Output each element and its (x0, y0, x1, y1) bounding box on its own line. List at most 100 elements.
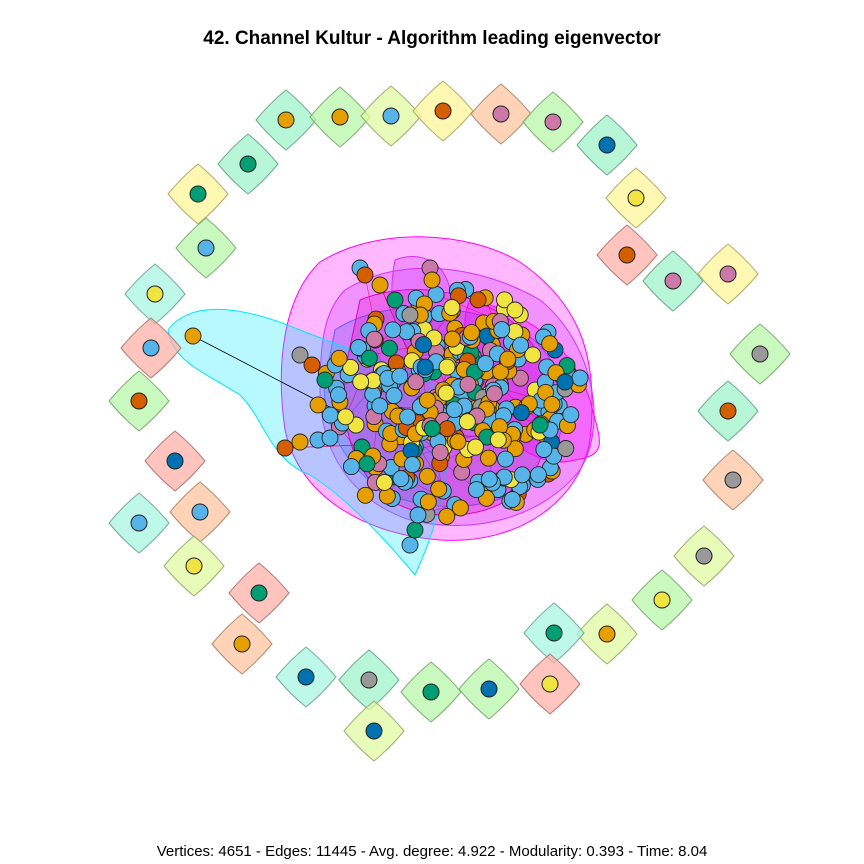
isolated-community (697, 243, 759, 305)
node (469, 291, 487, 309)
isolated-community (108, 370, 170, 432)
node (556, 373, 574, 391)
node (512, 336, 529, 354)
node (535, 441, 553, 458)
node (524, 346, 542, 364)
node (467, 438, 484, 456)
isolated-community (120, 317, 182, 379)
node (358, 455, 376, 473)
node (342, 458, 360, 476)
node (531, 416, 549, 434)
node (365, 722, 383, 740)
isolated-community (124, 263, 186, 325)
node (489, 431, 507, 449)
node (142, 339, 160, 357)
node (512, 404, 530, 422)
node (545, 624, 563, 642)
node (197, 239, 215, 257)
node (480, 449, 497, 467)
isolated-communities (108, 80, 791, 762)
node (330, 349, 348, 367)
node (443, 330, 461, 348)
node (437, 384, 455, 402)
node (316, 371, 334, 389)
node (458, 413, 476, 431)
isolated-community (673, 525, 735, 587)
node (438, 420, 456, 438)
node (276, 439, 294, 457)
isolated-community (163, 535, 225, 597)
node (724, 471, 742, 489)
node (485, 385, 503, 403)
isolated-community (338, 649, 400, 711)
node (503, 491, 521, 508)
isolated-community (360, 85, 422, 147)
node (653, 591, 671, 609)
node (352, 373, 370, 391)
node (233, 635, 251, 653)
node (371, 276, 389, 294)
node (184, 327, 202, 345)
node (449, 433, 467, 451)
node (407, 373, 425, 391)
node (467, 481, 485, 499)
node (330, 386, 347, 404)
node (392, 470, 410, 488)
node (385, 387, 403, 405)
node (350, 339, 368, 356)
isolated-community (576, 603, 638, 665)
node (543, 395, 561, 413)
node (480, 470, 498, 488)
node (166, 452, 184, 470)
isolated-community (275, 646, 337, 708)
node (309, 396, 327, 414)
node (399, 408, 417, 426)
node (664, 272, 682, 290)
node (130, 514, 148, 532)
node (401, 536, 419, 554)
node (430, 480, 448, 498)
node (443, 299, 461, 316)
isolated-community (605, 167, 667, 229)
isolated-community (108, 492, 170, 554)
node (497, 450, 514, 468)
node (386, 291, 404, 309)
node (406, 521, 424, 539)
node (403, 456, 421, 474)
node (381, 339, 398, 357)
node (562, 406, 580, 424)
isolated-community (412, 80, 474, 142)
node (189, 185, 207, 203)
central-cluster-nodes (184, 259, 589, 554)
node (416, 358, 434, 376)
node (356, 486, 374, 504)
node (384, 321, 402, 339)
isolated-community (217, 133, 279, 195)
node (409, 506, 427, 524)
isolated-community (169, 481, 231, 543)
node (480, 680, 498, 698)
node (418, 467, 436, 485)
isolated-community (309, 86, 371, 148)
node (476, 355, 494, 373)
node (496, 291, 513, 309)
isolated-community (167, 163, 229, 225)
isolated-community (729, 323, 791, 385)
node (445, 401, 463, 419)
isolated-community (211, 613, 273, 675)
isolated-community (523, 602, 585, 664)
node (463, 324, 480, 342)
node (627, 189, 645, 207)
isolated-community (631, 569, 693, 631)
node (506, 440, 524, 458)
isolated-community (642, 250, 704, 312)
node (191, 503, 209, 521)
node (356, 266, 374, 284)
isolated-community (175, 217, 237, 279)
node (598, 625, 616, 643)
node (185, 557, 203, 575)
isolated-community (702, 449, 764, 511)
isolated-community (228, 562, 290, 624)
isolated-community (343, 700, 405, 762)
node (423, 271, 441, 289)
